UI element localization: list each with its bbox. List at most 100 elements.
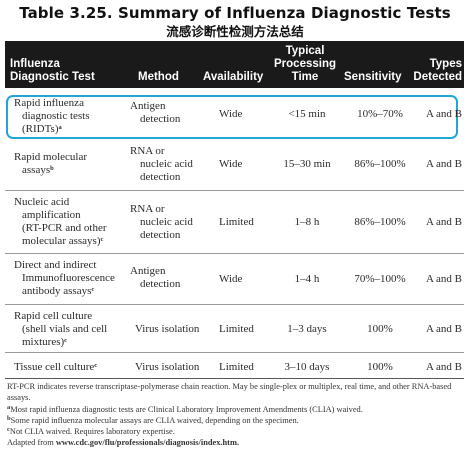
cell-method-line: detection: [140, 113, 181, 125]
cell-time: 1–3 days: [287, 323, 327, 335]
cell-test: Rapid cell culture (shell vials and cell…: [14, 310, 107, 349]
cell-availability: Wide: [219, 273, 243, 285]
cell-method: Antigen detection: [130, 265, 180, 291]
cell-availability: Limited: [219, 323, 254, 335]
cell-availability: Wide: [219, 108, 243, 120]
cell-test: Tissue cell culturec: [14, 361, 97, 374]
cell-types: A and B: [425, 323, 462, 335]
highlight-box: [6, 95, 458, 139]
cell-method-line: Virus isolation: [135, 361, 200, 373]
cell-time: 1–4 h: [294, 273, 320, 285]
table-title: Table 3.25. Summary of Influenza Diagnos…: [19, 4, 451, 22]
cell-method-line: detection: [140, 171, 181, 183]
source-note: Adapted from www.cdc.gov/flu/professiona…: [7, 438, 462, 449]
cell-sensitivity: 100%: [367, 323, 393, 335]
cell-test-line: antibody assaysc: [14, 285, 115, 298]
row-divider: [5, 352, 464, 353]
cell-types: A and B: [425, 108, 462, 120]
cell-test: Direct and indirect Immunofluorescence a…: [14, 259, 115, 298]
cell-test-line: assaysb: [14, 164, 87, 177]
cell-test-text: (RIDTs): [22, 123, 59, 135]
table-title-chinese: 流感诊断性检测方法总结: [166, 24, 304, 39]
cell-types: A and B: [425, 216, 462, 228]
cell-test-line: (RIDTs)a: [14, 123, 90, 136]
cell-method-line: nucleic acid: [140, 158, 193, 170]
cell-test: Nucleic acid amplification (RT-PCR and o…: [14, 196, 107, 248]
cell-test-line: (RT-PCR and other: [22, 222, 107, 234]
cell-types: A and B: [425, 273, 462, 285]
cell-test: Rapid influenza diagnostic tests (RIDTs)…: [14, 97, 90, 136]
cell-test-line: Tissue cell culturec: [14, 361, 97, 374]
cell-test-line: Rapid molecular: [14, 151, 88, 163]
cell-method: Virus isolation: [135, 361, 199, 374]
cell-method-line: detection: [140, 229, 181, 241]
source-prefix: Adapted from: [7, 438, 56, 447]
footnote-a-text: Most rapid influenza diagnostic tests ar…: [10, 405, 363, 414]
cell-method-line: Virus isolation: [135, 323, 200, 335]
cell-test-text: molecular assays): [22, 235, 101, 247]
cell-sensitivity: 70%–100%: [354, 273, 406, 285]
cell-method: RNA or nucleic acid detection: [130, 145, 193, 184]
cell-method-line: RNA or: [130, 203, 165, 215]
cell-time: 1–8 h: [294, 216, 320, 228]
cell-test-text: Tissue cell culture: [14, 361, 95, 373]
cell-availability: Wide: [219, 158, 243, 170]
cell-types: A and B: [425, 158, 462, 170]
header-types-line2: Detected: [413, 71, 462, 83]
table-header: Influenza Diagnostic Test Method Availab…: [5, 41, 464, 88]
cell-time: <15 min: [288, 108, 326, 120]
cell-time: 15–30 min: [283, 158, 331, 170]
cell-sensitivity: 86%–100%: [354, 158, 406, 170]
cell-test-line: Immunofluorescence: [22, 272, 115, 284]
header-types-line1: Types: [429, 58, 462, 70]
cell-test: Rapid molecular assaysb: [14, 151, 87, 177]
footnote-marker: c: [91, 286, 95, 293]
cell-test-line: (shell vials and cell: [22, 323, 108, 335]
source-url: www.cdc.gov/flu/professionals/diagnosis/…: [55, 438, 240, 447]
header-method: Method: [138, 71, 179, 83]
footnote-marker: c: [94, 362, 98, 369]
cell-test-text: mixtures): [22, 336, 65, 348]
footnote-c: cNot CLIA waived. Requires laboratory ex…: [7, 426, 175, 436]
cell-test-text: antibody assays: [22, 285, 92, 297]
header-test-line1: Influenza: [10, 58, 60, 70]
header-time-line1: Typical: [285, 45, 325, 57]
cell-sensitivity: 100%: [367, 361, 393, 373]
row-divider: [5, 304, 464, 305]
footnote-abbreviation: RT-PCR indicates reverse transcriptase-p…: [7, 382, 452, 402]
cell-method-line: nucleic acid: [140, 216, 193, 228]
cell-test-line: diagnostic tests: [22, 110, 90, 122]
cell-method: RNA or nucleic acid detection: [130, 203, 193, 242]
cell-test-line: Direct and indirect: [14, 259, 97, 271]
header-test-line2: Diagnostic Test: [10, 71, 95, 83]
cell-types: A and B: [425, 361, 462, 373]
footnote-c-text: Not CLIA waived. Requires laboratory exp…: [9, 427, 175, 436]
cell-method: Antigen detection: [130, 100, 180, 126]
cell-sensitivity: 86%–100%: [354, 216, 406, 228]
cell-time: 3–10 days: [284, 361, 330, 373]
header-time-line3: Time: [291, 71, 319, 83]
row-divider: [5, 253, 464, 254]
footnote-a: aMost rapid influenza diagnostic tests a…: [7, 404, 363, 414]
footnote-marker: a: [58, 124, 62, 131]
header-types: Types Detected: [407, 58, 462, 84]
header-availability: Availability: [203, 71, 264, 83]
footnote-b: bSome rapid influenza molecular assays a…: [7, 415, 299, 425]
cell-method: Virus isolation: [135, 323, 199, 336]
cell-test-line: amplification: [22, 209, 81, 221]
cell-method-line: RNA or: [130, 145, 165, 157]
header-time: Typical Processing Time: [269, 45, 341, 84]
cell-test-line: Rapid influenza: [14, 97, 84, 109]
row-divider: [5, 190, 464, 191]
footnote-marker: c: [64, 337, 68, 344]
cell-sensitivity: 10%–70%: [357, 108, 403, 120]
cell-method-line: Antigen: [130, 100, 166, 112]
footnote-marker: c: [100, 236, 104, 243]
header-test: Influenza Diagnostic Test: [10, 58, 95, 84]
cell-availability: Limited: [219, 216, 254, 228]
cell-test-line: Nucleic acid: [14, 196, 70, 208]
cell-test-line: Rapid cell culture: [14, 310, 93, 322]
table-bottom-rule: [5, 378, 464, 379]
header-time-line2: Processing: [274, 58, 336, 70]
footnote-marker: b: [50, 165, 54, 172]
